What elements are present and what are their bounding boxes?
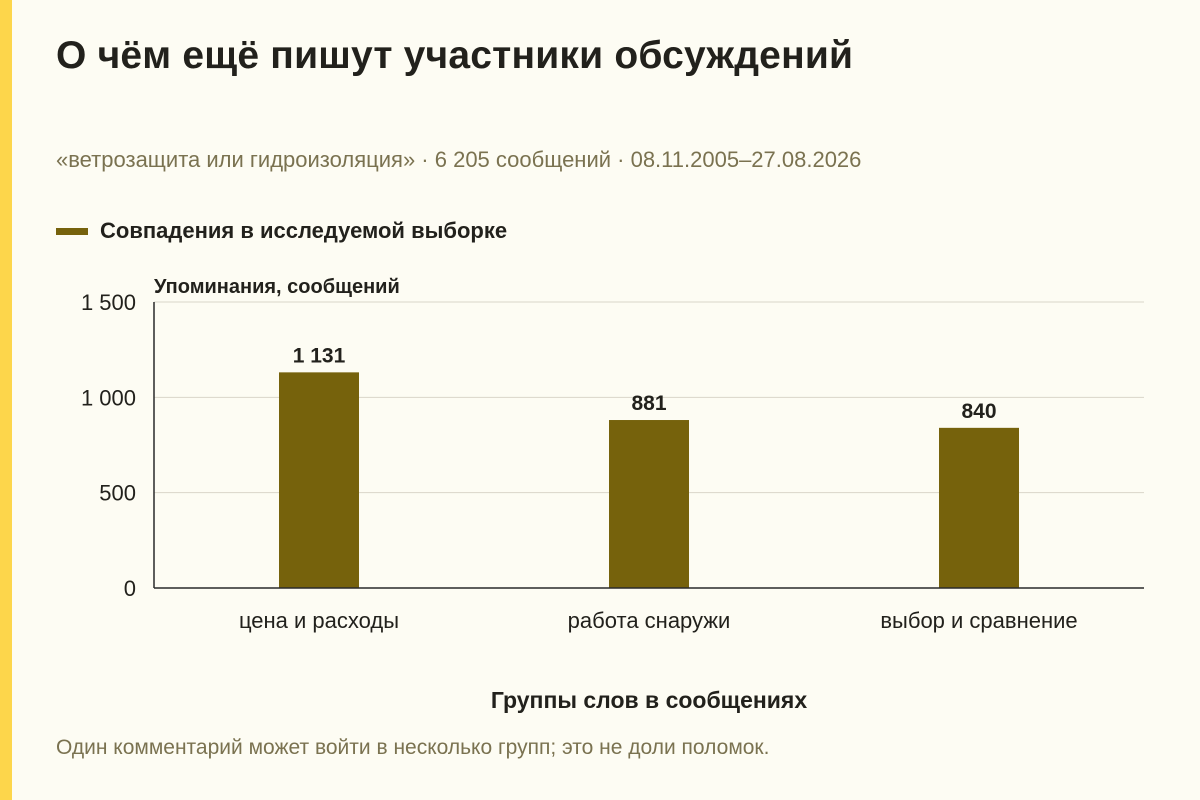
value-labels: 1 131 881 840 (293, 344, 997, 422)
page-subtitle: «ветрозащита или гидроизоляция» · 6 205 … (56, 147, 862, 172)
y-tick-labels: 0 500 1 000 1 500 (81, 290, 136, 601)
bar (609, 420, 689, 588)
x-axis-title: Группы слов в сообщениях (491, 687, 807, 713)
y-axis-title: Упоминания, сообщений (154, 276, 400, 298)
page-title: О чём ещё пишут участники обсуждений (56, 34, 854, 77)
chart-legend: Совпадения в исследуемой выборке (56, 218, 507, 244)
x-tick-label: цена и расходы (239, 608, 399, 633)
y-tick-label: 1 500 (81, 290, 136, 315)
y-tick-label: 500 (99, 481, 136, 506)
bar (939, 427, 1019, 588)
y-tick-label: 1 000 (81, 385, 136, 410)
footnote: Один комментарий может войти в несколько… (56, 736, 770, 759)
accent-stripe (0, 0, 12, 800)
x-tick-label: выбор и сравнение (880, 608, 1077, 633)
y-tick-label: 0 (124, 576, 136, 601)
legend-label: Совпадения в исследуемой выборке (100, 218, 508, 243)
bar-value-label: 840 (961, 400, 996, 423)
bars (279, 372, 1019, 588)
x-tick-labels: цена и расходы работа снаружи выбор и срав… (239, 608, 1078, 633)
legend-swatch (56, 227, 88, 235)
x-tick-label: работа снаружи (568, 608, 731, 633)
bar-value-label: 881 (631, 392, 666, 415)
bar-value-label: 1 131 (293, 344, 346, 367)
bar (279, 372, 359, 588)
